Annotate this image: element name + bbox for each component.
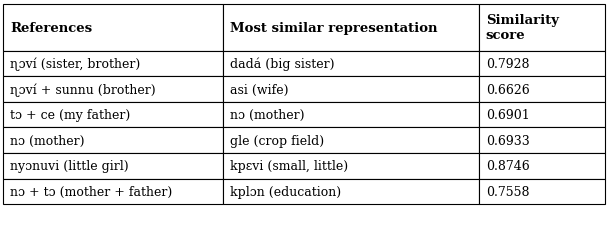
Text: 0.6901: 0.6901 bbox=[486, 109, 530, 122]
Bar bbox=[478, 153, 605, 179]
Text: tɔ + ce (my father): tɔ + ce (my father) bbox=[10, 109, 131, 122]
Text: ɳɔví + sunnu (brother): ɳɔví + sunnu (brother) bbox=[10, 83, 156, 96]
Bar bbox=[223, 102, 478, 128]
Text: dadá (big sister): dadá (big sister) bbox=[230, 57, 334, 71]
Bar bbox=[3, 52, 223, 77]
Bar bbox=[223, 5, 478, 52]
Bar bbox=[223, 77, 478, 102]
Text: nɔ + tɔ (mother + father): nɔ + tɔ (mother + father) bbox=[10, 185, 173, 198]
Text: nɔ (mother): nɔ (mother) bbox=[10, 134, 85, 147]
Text: ɳɔví (sister, brother): ɳɔví (sister, brother) bbox=[10, 57, 140, 71]
Text: 0.6626: 0.6626 bbox=[486, 83, 530, 96]
Text: References: References bbox=[10, 22, 92, 35]
Bar bbox=[478, 128, 605, 153]
Bar bbox=[223, 179, 478, 204]
Text: nɔ (mother): nɔ (mother) bbox=[230, 109, 305, 122]
Text: 0.7558: 0.7558 bbox=[486, 185, 530, 198]
Bar bbox=[478, 179, 605, 204]
Bar bbox=[478, 77, 605, 102]
Text: Most similar representation: Most similar representation bbox=[230, 22, 438, 35]
Text: Similarity
score: Similarity score bbox=[486, 14, 559, 42]
Bar bbox=[3, 77, 223, 102]
Bar bbox=[3, 102, 223, 128]
Text: kpɛvi (small, little): kpɛvi (small, little) bbox=[230, 160, 348, 173]
Bar bbox=[3, 128, 223, 153]
Bar bbox=[478, 52, 605, 77]
Text: 0.8746: 0.8746 bbox=[486, 160, 530, 173]
Text: 0.7928: 0.7928 bbox=[486, 58, 530, 71]
Text: 0.6933: 0.6933 bbox=[486, 134, 530, 147]
Bar bbox=[223, 153, 478, 179]
Bar bbox=[3, 5, 223, 52]
Text: asi (wife): asi (wife) bbox=[230, 83, 289, 96]
Text: gle (crop field): gle (crop field) bbox=[230, 134, 324, 147]
Text: nyɔnuvi (little girl): nyɔnuvi (little girl) bbox=[10, 160, 129, 173]
Bar bbox=[3, 179, 223, 204]
Bar bbox=[3, 153, 223, 179]
Bar bbox=[223, 52, 478, 77]
Bar bbox=[223, 128, 478, 153]
Bar bbox=[478, 102, 605, 128]
Bar bbox=[478, 5, 605, 52]
Text: kplɔn (education): kplɔn (education) bbox=[230, 185, 341, 198]
